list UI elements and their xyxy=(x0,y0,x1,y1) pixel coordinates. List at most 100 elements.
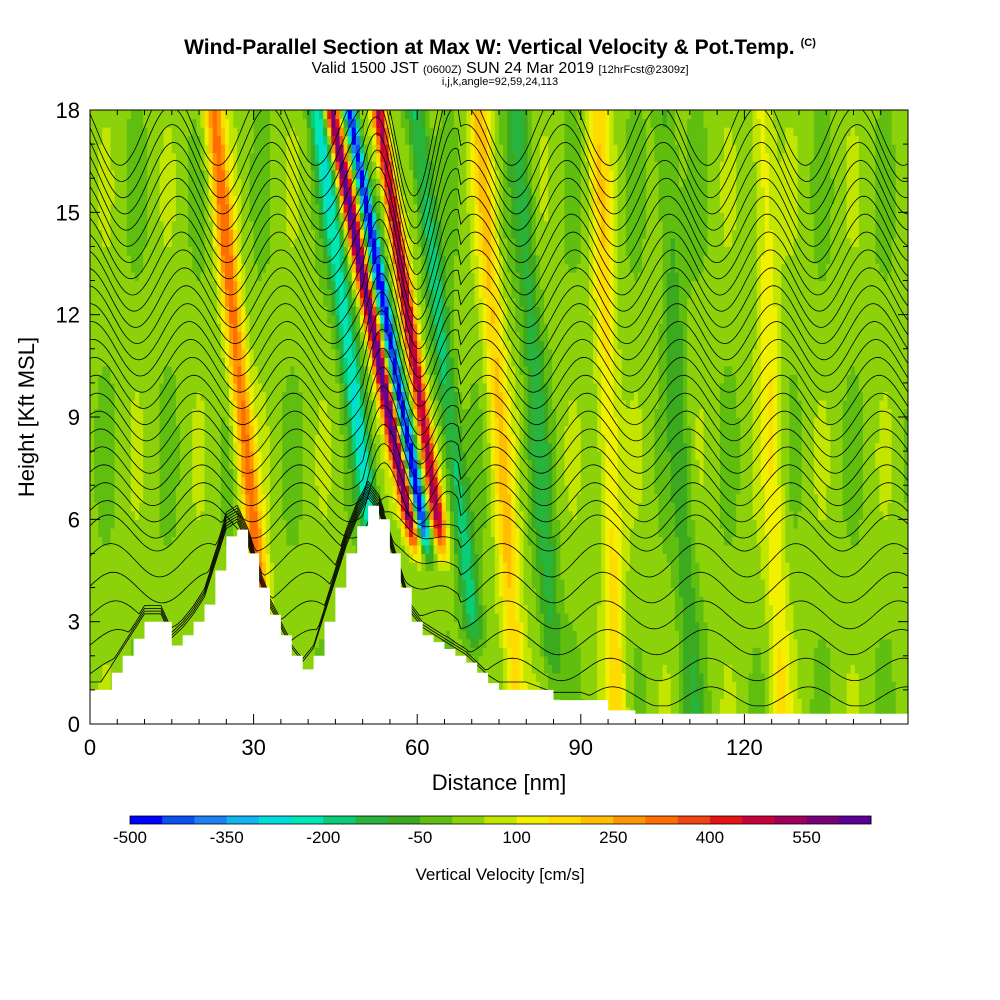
field-cell xyxy=(110,630,116,640)
field-cell xyxy=(245,459,251,469)
field-cell xyxy=(229,297,234,307)
field-cell xyxy=(118,297,124,307)
field-cell xyxy=(155,323,161,333)
field-cell xyxy=(220,178,226,188)
field-cell xyxy=(192,374,197,384)
field-cell xyxy=(216,340,222,350)
field-cell xyxy=(208,161,214,171)
field-cell xyxy=(118,348,124,358)
field-cell xyxy=(118,152,124,162)
field-cell xyxy=(233,365,238,375)
field-cell xyxy=(257,399,263,410)
field-cell xyxy=(143,425,148,435)
field-cell xyxy=(196,237,202,248)
field-cell xyxy=(351,220,357,230)
field-cell xyxy=(90,382,95,393)
field-cell xyxy=(114,485,120,495)
field-cell xyxy=(204,186,210,196)
field-cell xyxy=(147,314,152,324)
field-cell xyxy=(257,476,263,486)
field-cell xyxy=(249,229,255,239)
field-cell xyxy=(106,570,112,580)
field-cell xyxy=(98,613,103,623)
field-cell xyxy=(139,237,144,248)
field-cell xyxy=(347,161,353,171)
field-cell xyxy=(114,459,120,469)
field-cell xyxy=(237,178,242,188)
field-cell xyxy=(302,664,308,674)
field-cell xyxy=(368,161,373,171)
field-cell xyxy=(134,442,140,452)
field-cell xyxy=(347,357,353,367)
field-cell xyxy=(143,203,148,213)
field-cell xyxy=(114,220,120,230)
field-cell xyxy=(294,254,300,265)
field-cell xyxy=(106,434,112,444)
field-cell xyxy=(286,621,292,631)
field-cell xyxy=(102,596,107,606)
field-cell xyxy=(294,451,300,461)
field-cell xyxy=(298,229,304,239)
field-cell xyxy=(310,476,316,486)
field-cell xyxy=(282,127,287,137)
field-cell xyxy=(335,280,341,290)
field-cell xyxy=(139,289,144,299)
field-cell xyxy=(110,348,116,358)
field-cell xyxy=(274,306,279,316)
field-cell xyxy=(155,280,161,290)
field-cell xyxy=(192,365,197,375)
field-cell xyxy=(257,118,263,128)
field-cell xyxy=(282,144,287,154)
field-cell xyxy=(208,237,214,248)
field-cell xyxy=(200,604,206,614)
field-cell xyxy=(302,212,308,222)
field-cell xyxy=(347,263,353,273)
field-cell xyxy=(102,638,107,648)
field-cell xyxy=(261,297,267,307)
field-cell xyxy=(282,382,287,393)
field-cell xyxy=(249,144,255,154)
field-cell xyxy=(294,527,300,537)
field-cell xyxy=(139,434,144,444)
field-cell xyxy=(355,451,361,461)
field-cell xyxy=(98,314,103,324)
field-cell xyxy=(249,135,255,145)
field-cell xyxy=(143,374,148,384)
field-cell xyxy=(306,493,312,503)
field-cell xyxy=(220,357,226,367)
field-cell xyxy=(302,144,308,154)
field-cell xyxy=(257,195,263,205)
field-cell xyxy=(106,365,112,375)
field-cell xyxy=(298,220,304,230)
field-cell xyxy=(310,161,316,171)
field-cell xyxy=(237,468,242,478)
field-cell xyxy=(339,169,345,179)
field-cell xyxy=(106,647,112,657)
field-cell xyxy=(159,399,165,410)
field-cell xyxy=(110,647,116,657)
field-cell xyxy=(306,127,312,137)
field-cell xyxy=(359,118,365,128)
field-cell xyxy=(130,314,136,324)
field-cell xyxy=(163,442,169,452)
field-cell xyxy=(94,587,99,597)
field-cell xyxy=(257,357,263,367)
field-cell xyxy=(216,468,222,478)
field-cell xyxy=(188,152,193,162)
field-cell xyxy=(159,485,165,495)
field-cell xyxy=(364,510,369,520)
field-cell xyxy=(208,417,214,427)
field-cell xyxy=(265,510,271,520)
field-cell xyxy=(294,365,300,375)
field-cell xyxy=(278,306,283,316)
field-cell xyxy=(122,365,128,375)
field-cell xyxy=(224,118,230,128)
field-cell xyxy=(364,212,369,222)
field-cell xyxy=(282,476,287,486)
field-cell xyxy=(98,630,103,640)
field-cell xyxy=(286,357,292,367)
field-cell xyxy=(335,468,341,478)
field-cell xyxy=(114,237,120,248)
field-cell xyxy=(155,485,161,495)
field-cell xyxy=(314,152,320,162)
